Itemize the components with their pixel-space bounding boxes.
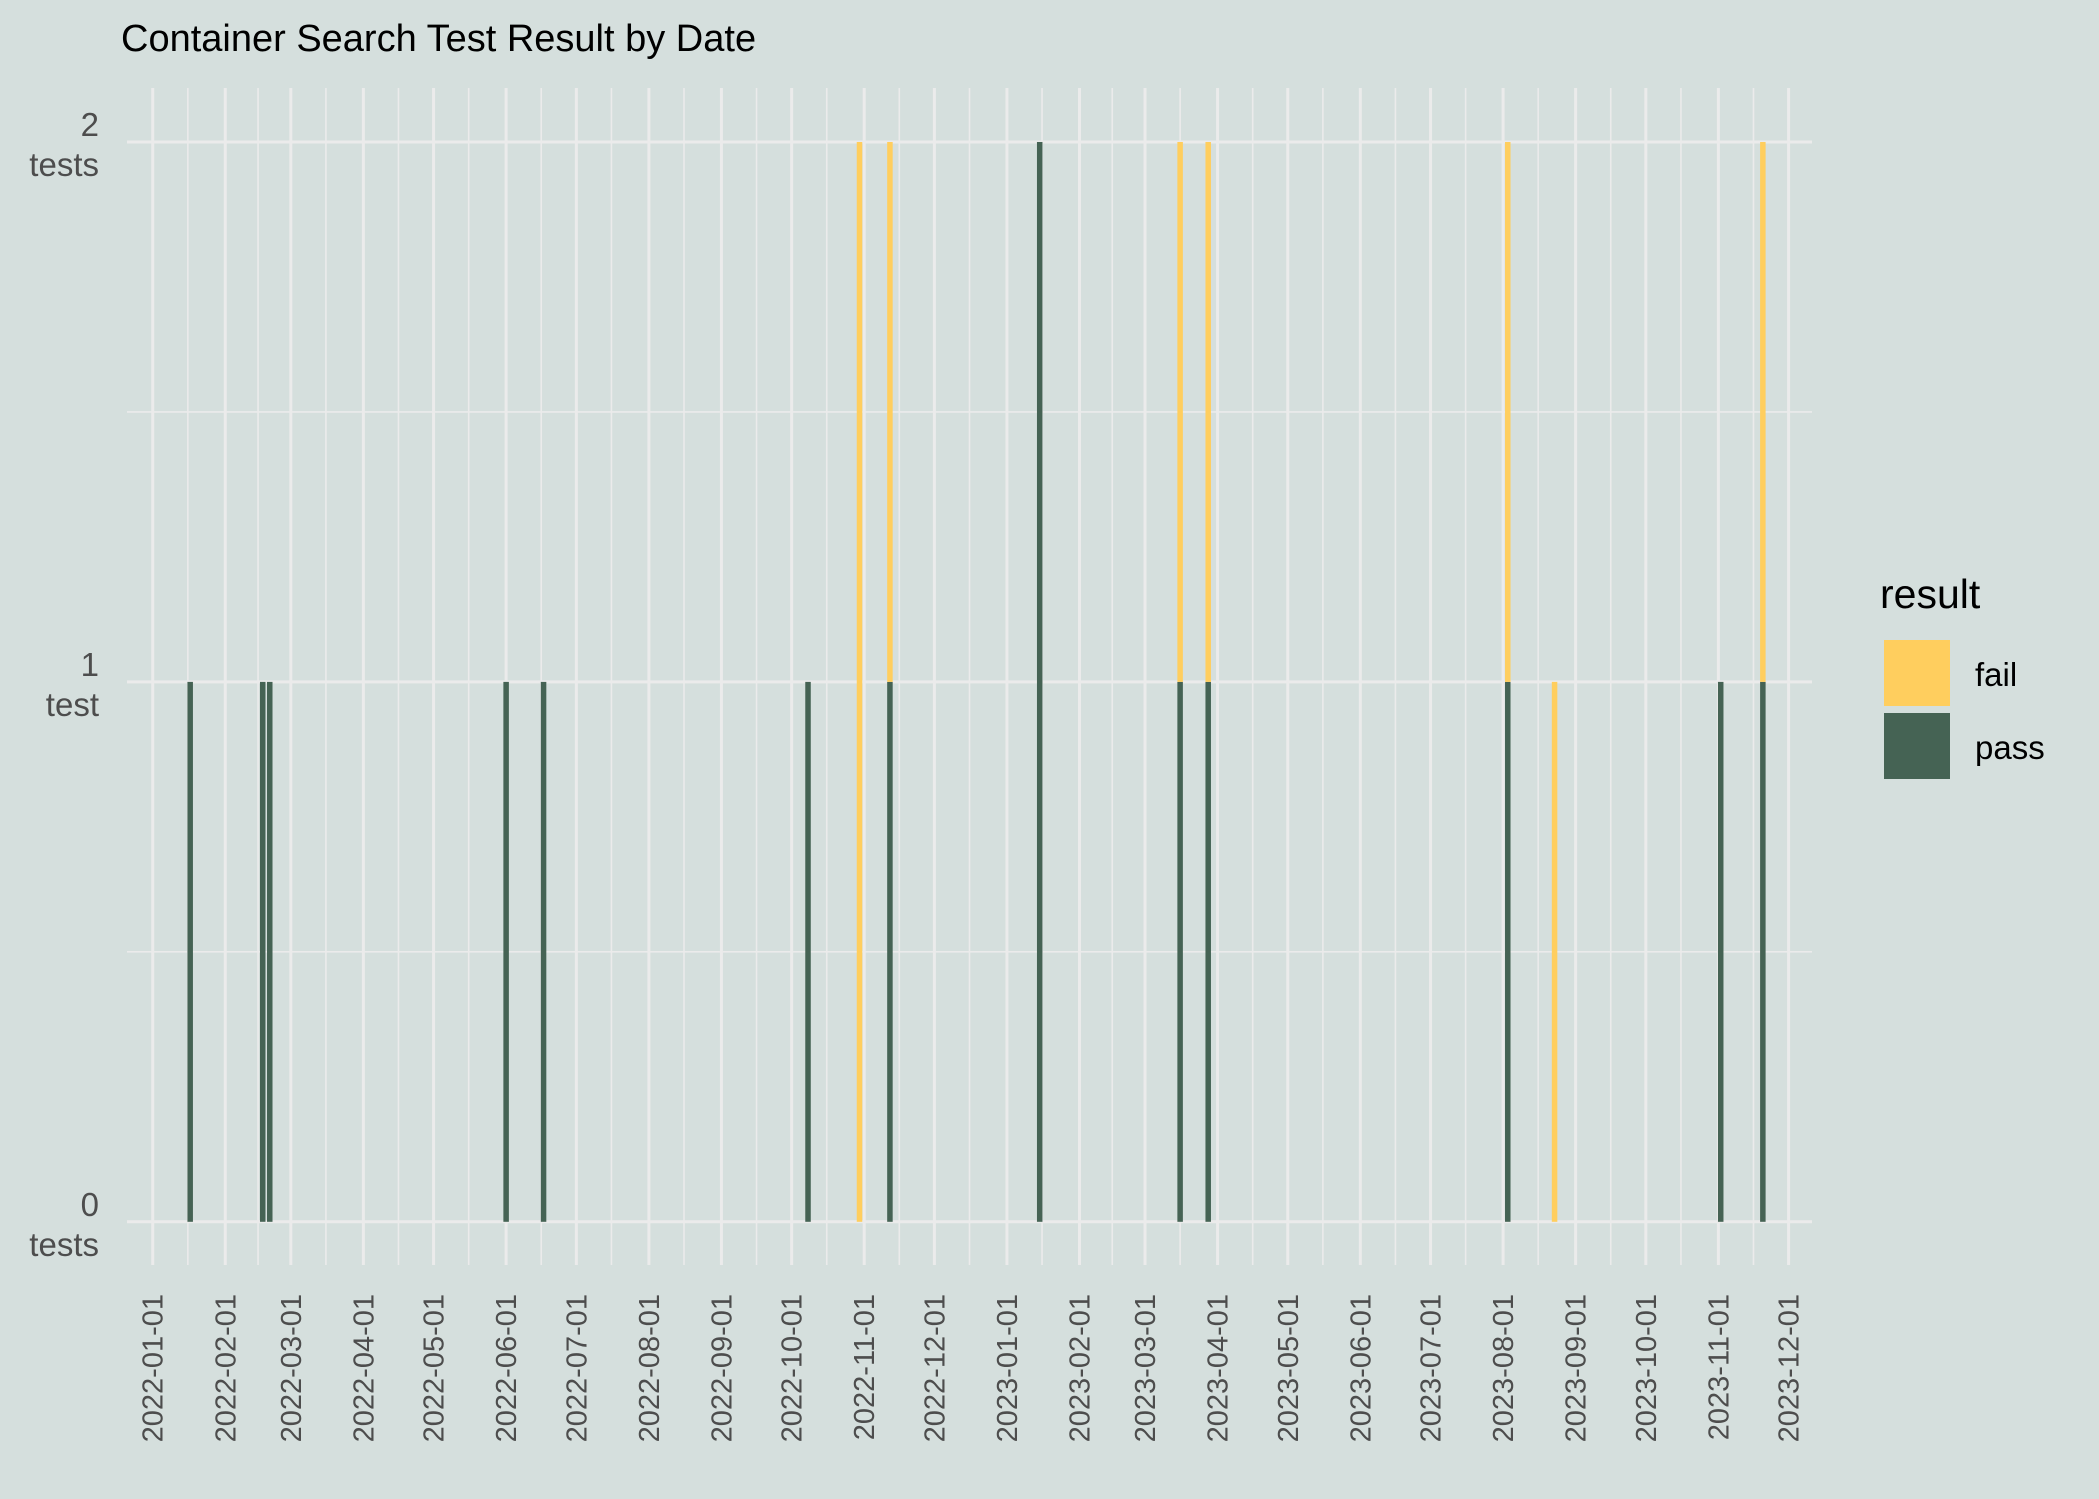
y-tick-value: 2: [81, 106, 99, 143]
bar-fail-2023-11-20: [1760, 141, 1766, 682]
x-tick-label-10: 2022-11-01: [849, 1294, 881, 1440]
x-axis-ticks: 2022-01-01 2022-02-01 2022-03-01 2022-04-01…: [138, 1294, 1806, 1442]
chart-title: Container Search Test Result by Date: [121, 18, 756, 60]
x-tick-label-23: 2023-12-01: [1774, 1294, 1806, 1442]
legend-title: result: [1880, 571, 1981, 617]
legend-label-pass: pass: [1975, 729, 2045, 766]
bar-pass-2023-03-28: [1205, 681, 1211, 1222]
y-tick-value: 1: [81, 646, 99, 683]
bar-fail-2022-11-12: [887, 141, 893, 682]
y-tick-label-1: 1 test: [46, 646, 99, 723]
x-tick-label-14: 2023-03-01: [1130, 1294, 1162, 1442]
x-tick-label-16: 2023-05-01: [1273, 1294, 1305, 1442]
bars: [187, 141, 1766, 1222]
x-tick-label-18: 2023-07-01: [1416, 1294, 1448, 1442]
bar-pass-2022-01-17: [187, 681, 193, 1222]
x-tick-label-20: 2023-09-01: [1561, 1294, 1593, 1442]
x-tick-label-6: 2022-07-01: [561, 1294, 593, 1442]
legend: result fail pass: [1880, 571, 2045, 779]
bar-fail-2023-03-16: [1177, 141, 1183, 682]
x-tick-label-2: 2022-03-01: [276, 1294, 308, 1442]
y-tick-unit: tests: [29, 1226, 99, 1263]
x-tick-label-15: 2023-04-01: [1203, 1294, 1235, 1442]
x-tick-label-4: 2022-05-01: [419, 1294, 451, 1442]
bar-pass-2023-08-03: [1505, 681, 1511, 1222]
bar-fail-2023-08-23: [1551, 681, 1558, 1222]
y-tick-unit: test: [46, 686, 99, 723]
x-tick-label-7: 2022-08-01: [634, 1294, 666, 1442]
x-tick-label-11: 2022-12-01: [919, 1294, 951, 1442]
x-tick-label-21: 2023-10-01: [1631, 1294, 1663, 1442]
bar-fail-2023-08-03: [1505, 141, 1511, 682]
bar-pass-2022-02-20: [267, 681, 273, 1222]
x-tick-label-3: 2022-04-01: [348, 1294, 380, 1442]
x-tick-label-22: 2023-11-01: [1703, 1294, 1735, 1440]
y-tick-label-2: 2 tests: [29, 106, 99, 183]
bar-pass-2023-11-02: [1717, 681, 1724, 1222]
bar-fail-2023-03-28: [1205, 141, 1211, 682]
bar-pass-2022-11-12: [887, 681, 893, 1222]
x-tick-label-5: 2022-06-01: [491, 1294, 523, 1442]
bar-pass-2023-11-20: [1760, 681, 1766, 1222]
x-tick-label-17: 2023-06-01: [1345, 1294, 1377, 1442]
x-tick-label-0: 2022-01-01: [138, 1294, 170, 1442]
x-tick-label-1: 2022-02-01: [210, 1294, 242, 1442]
x-tick-label-9: 2022-10-01: [777, 1294, 809, 1442]
bar-pass-2022-06-01: [503, 681, 509, 1222]
y-tick-value: 0: [81, 1186, 99, 1223]
legend-swatch-fail: [1884, 640, 1950, 706]
y-tick-label-0: 0 tests: [29, 1186, 99, 1263]
bar-pass-2022-06-17: [540, 681, 547, 1222]
bar-pass-2023-01-15: [1036, 141, 1043, 1222]
x-tick-label-19: 2023-08-01: [1488, 1294, 1520, 1442]
bar-pass-2022-10-08: [805, 681, 811, 1222]
bar-pass-2022-02-17: [259, 681, 266, 1222]
x-tick-label-13: 2023-02-01: [1064, 1294, 1096, 1442]
x-tick-label-12: 2023-01-01: [992, 1294, 1024, 1442]
x-tick-label-8: 2022-09-01: [706, 1294, 738, 1442]
bar-fail-2022-10-30: [856, 141, 863, 1222]
legend-swatch-pass: [1884, 713, 1950, 779]
bar-pass-2023-03-16: [1177, 681, 1183, 1222]
y-tick-unit: tests: [29, 146, 99, 183]
legend-label-fail: fail: [1975, 656, 2017, 693]
